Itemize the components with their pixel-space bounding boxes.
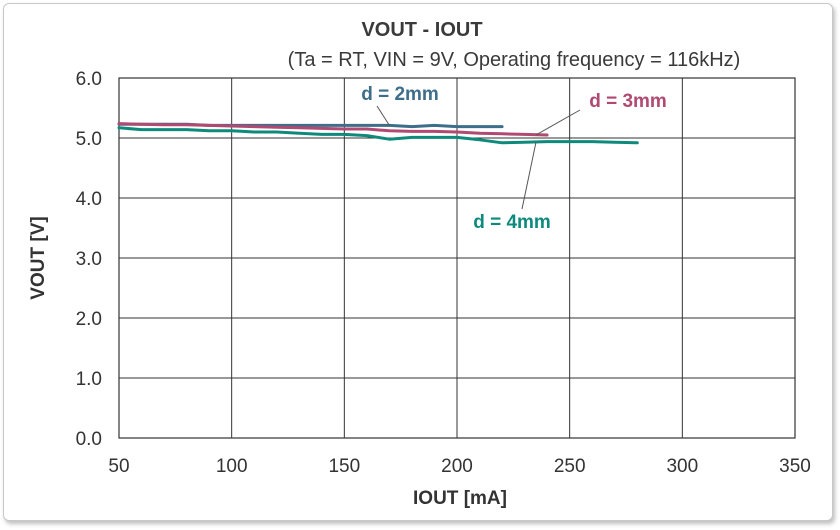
y-axis-label: VOUT [V] [28, 216, 49, 299]
x-axis-label: IOUT [mA] [413, 488, 507, 509]
y-tick-label: 6.0 [76, 69, 102, 90]
leader-line [535, 109, 581, 136]
x-tick-label: 350 [779, 456, 811, 477]
leader-line [376, 105, 390, 126]
leader-lines [376, 105, 581, 210]
y-tick-label: 4.0 [76, 189, 102, 210]
y-tick-label: 1.0 [76, 369, 102, 390]
x-tick-label: 150 [328, 456, 360, 477]
series-labels: d = 2mm d = 3mm d = 4mm [361, 84, 667, 233]
y-tick-label: 3.0 [76, 249, 102, 270]
series-line-2 [117, 122, 549, 137]
x-tick-label: 200 [441, 456, 473, 477]
y-tick-label: 5.0 [76, 129, 102, 150]
y-tick-label: 0.0 [76, 429, 102, 450]
y-tick-label: 2.0 [76, 309, 102, 330]
x-axis-ticks: 50 100 150 200 250 300 350 [108, 456, 810, 477]
series-label-2: d = 3mm [589, 91, 667, 112]
series-label-1: d = 2mm [361, 84, 439, 105]
y-axis-ticks: 0.0 1.0 2.0 3.0 4.0 5.0 6.0 [76, 69, 102, 450]
x-tick-label: 250 [554, 456, 586, 477]
x-tick-label: 50 [108, 456, 129, 477]
series-lines [117, 122, 639, 145]
leader-line [521, 142, 537, 210]
series-label-3: d = 4mm [473, 212, 551, 233]
chart-subtitle: (Ta = RT, VIN = 9V, Operating frequency … [288, 49, 741, 71]
x-tick-label: 100 [216, 456, 248, 477]
series-line-3 [117, 126, 639, 145]
x-tick-label: 300 [666, 456, 698, 477]
chart-title: VOUT - IOUT [361, 19, 482, 41]
